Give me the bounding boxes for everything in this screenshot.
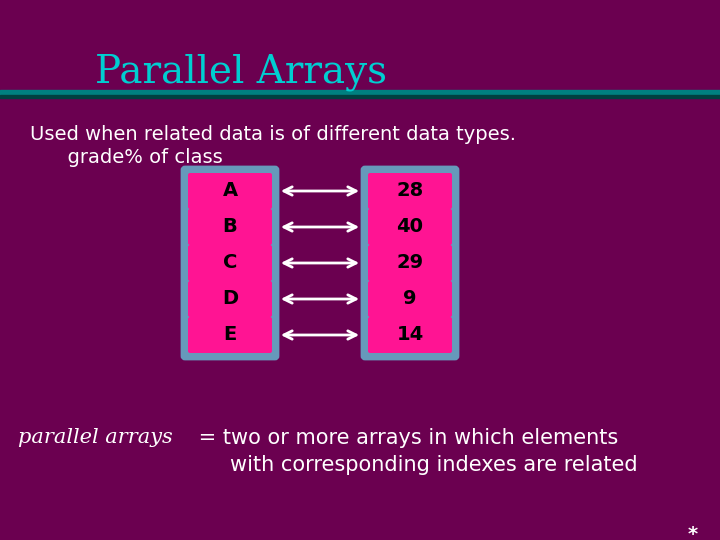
Text: E: E — [223, 326, 237, 345]
Text: C: C — [222, 253, 237, 273]
Text: Parallel Arrays: Parallel Arrays — [95, 53, 387, 91]
FancyBboxPatch shape — [368, 317, 452, 353]
Text: 40: 40 — [397, 218, 423, 237]
FancyBboxPatch shape — [182, 167, 278, 359]
FancyBboxPatch shape — [188, 281, 272, 317]
Text: = two or more arrays in which elements: = two or more arrays in which elements — [192, 428, 618, 448]
Bar — [0, 95, 720, 98]
Text: with corresponding indexes are related: with corresponding indexes are related — [230, 455, 638, 475]
FancyBboxPatch shape — [368, 173, 452, 209]
Text: Used when related data is of different data types.: Used when related data is of different d… — [30, 125, 516, 144]
Bar — [0, 90, 720, 95]
FancyBboxPatch shape — [188, 209, 272, 245]
Text: 29: 29 — [397, 253, 423, 273]
Text: parallel arrays: parallel arrays — [18, 428, 173, 447]
Text: 14: 14 — [397, 326, 423, 345]
FancyBboxPatch shape — [188, 317, 272, 353]
Text: *: * — [688, 525, 698, 540]
Text: A: A — [222, 181, 238, 200]
Text: grade% of class: grade% of class — [55, 148, 222, 167]
FancyBboxPatch shape — [188, 245, 272, 281]
Text: 28: 28 — [397, 181, 423, 200]
FancyBboxPatch shape — [362, 167, 458, 359]
FancyBboxPatch shape — [368, 245, 452, 281]
Text: 9: 9 — [403, 289, 417, 308]
FancyBboxPatch shape — [368, 281, 452, 317]
Text: D: D — [222, 289, 238, 308]
FancyBboxPatch shape — [368, 209, 452, 245]
FancyBboxPatch shape — [188, 173, 272, 209]
Text: B: B — [222, 218, 238, 237]
